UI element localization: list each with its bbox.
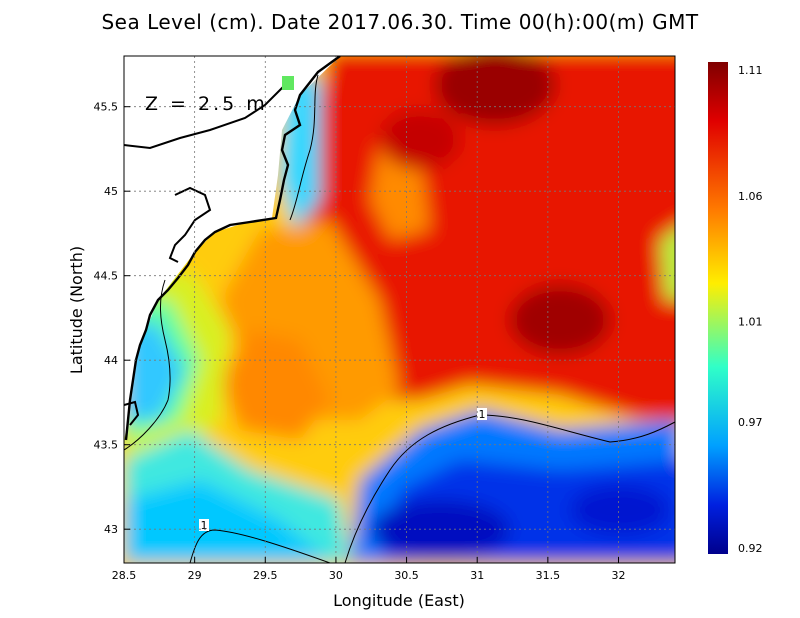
x-tick-label: 28.5 — [112, 569, 137, 582]
contour-line — [124, 279, 171, 451]
grid — [124, 56, 675, 563]
x-tick-label: 31.5 — [536, 569, 561, 582]
y-tick-label: 45 — [104, 185, 118, 198]
chart-title: Sea Level (cm). Date 2017.06.30. Time 00… — [101, 10, 699, 34]
y-tick-label: 44.5 — [94, 270, 119, 283]
depth-annotation: Z = 2.5 m — [145, 93, 268, 115]
plot-frame — [123, 55, 676, 564]
x-axis: 28.5 29 29.5 30 30.5 31 31.5 32 — [112, 557, 625, 582]
x-tick-label: 30.5 — [394, 569, 419, 582]
y-axis: 43 43.5 44 44.5 45 45.5 — [94, 101, 130, 536]
y-tick-label: 43.5 — [94, 439, 119, 452]
x-tick-label: 30 — [329, 569, 343, 582]
contour-label: 1 — [201, 519, 208, 532]
contour-line — [289, 74, 319, 221]
contour-label: 1 — [479, 408, 486, 421]
x-tick-label: 32 — [611, 569, 625, 582]
colorbar-tick-label: 1.06 — [738, 190, 763, 203]
contour-line — [189, 529, 331, 563]
y-axis-label: Latitude (North) — [67, 246, 86, 374]
y-tick-label: 44 — [104, 354, 118, 367]
coastline — [124, 56, 341, 441]
x-tick-label: 31 — [470, 569, 484, 582]
heatmap-field — [124, 56, 675, 563]
y-tick-label: 45.5 — [94, 101, 119, 114]
colorbar-tick-label: 0.92 — [738, 542, 763, 555]
contour-labels: 1 1 — [199, 408, 487, 532]
x-tick-label: 29.5 — [253, 569, 278, 582]
x-axis-label: Longitude (East) — [333, 591, 465, 610]
y-tick-label: 43 — [104, 523, 118, 536]
x-tick-label: 29 — [188, 569, 202, 582]
colorbar-tick-label: 0.97 — [738, 416, 763, 429]
colorbar-tick-label: 1.11 — [738, 64, 763, 77]
land-area — [124, 56, 340, 440]
colorbar-tick-label: 1.01 — [738, 316, 763, 329]
colorbar — [708, 62, 728, 554]
colorbar-ticks: 1.11 1.06 1.01 0.97 0.92 — [738, 64, 763, 555]
